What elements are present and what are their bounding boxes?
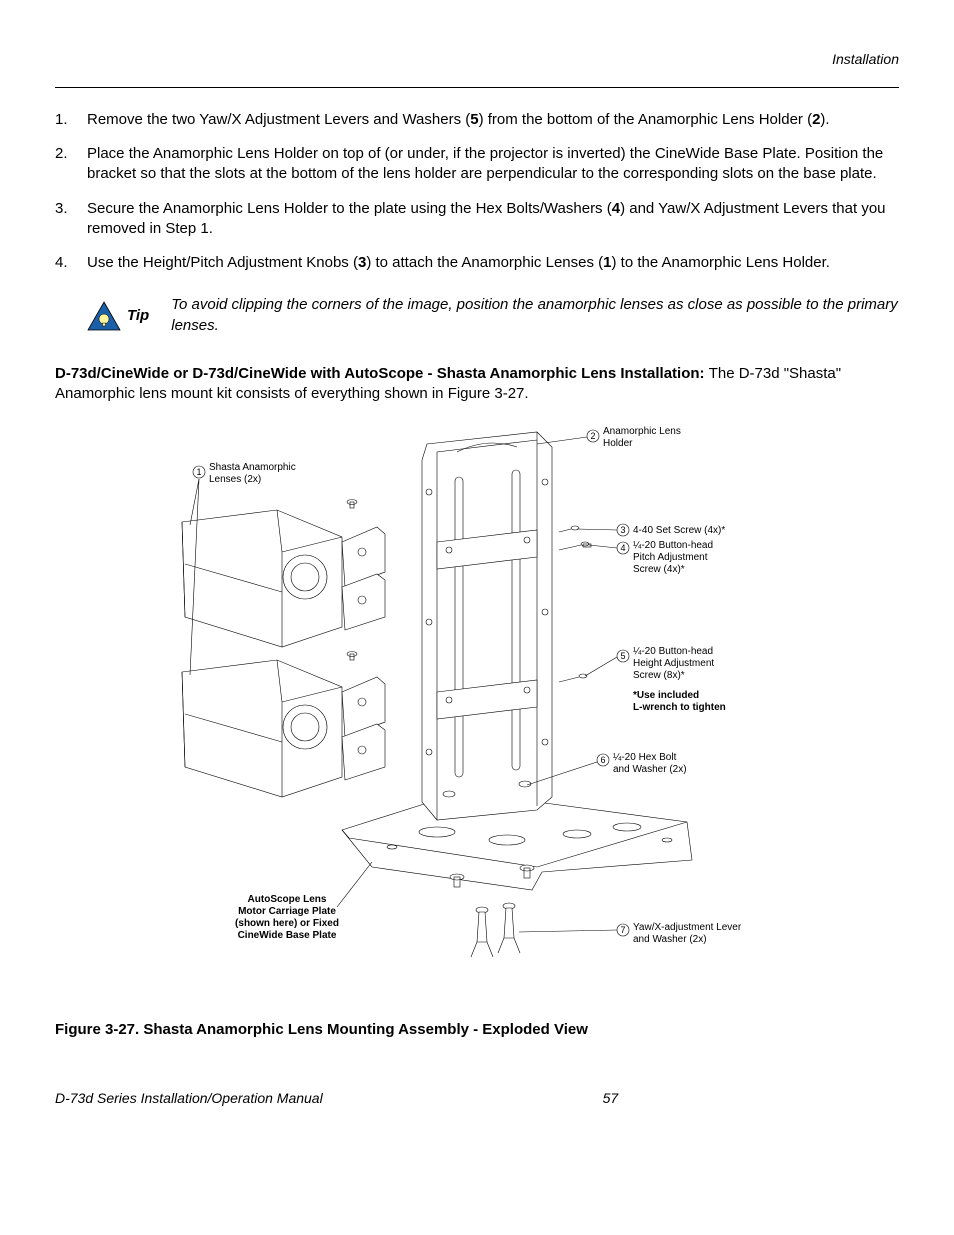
svg-text:Yaw/X-adjustment Lever: Yaw/X-adjustment Lever	[633, 922, 742, 933]
step-2: Place the Anamorphic Lens Holder on top …	[55, 144, 899, 185]
lens-bottom	[182, 652, 385, 798]
callout-5: 5 ¼-20 Button-head Height Adjustment Scr…	[585, 645, 726, 713]
svg-text:7: 7	[620, 925, 625, 935]
intro-title: D-73d/CineWide or D-73d/CineWide with Au…	[55, 365, 709, 382]
svg-text:3: 3	[620, 525, 625, 535]
svg-text:¼-20 Hex Bolt: ¼-20 Hex Bolt	[613, 751, 677, 763]
svg-text:4-40 Set Screw (4x)*: 4-40 Set Screw (4x)*	[633, 525, 725, 536]
header-section-label: Installation	[55, 50, 899, 69]
svg-text:¼-20 Button-head: ¼-20 Button-head	[633, 645, 713, 657]
svg-text:and Washer (2x): and Washer (2x)	[633, 934, 707, 945]
svg-text:6: 6	[600, 755, 605, 765]
step-text: ) to attach the Anamorphic Lenses (	[366, 254, 603, 271]
page-footer: D-73d Series Installation/Operation Manu…	[55, 1089, 899, 1108]
header-rule	[55, 87, 899, 88]
screws-right	[559, 526, 591, 682]
svg-text:L-wrench to tighten: L-wrench to tighten	[633, 702, 726, 713]
svg-text:Motor Carriage Plate: Motor Carriage Plate	[238, 906, 336, 917]
step-text: Remove the two Yaw/X Adjustment Levers a…	[87, 111, 470, 128]
step-1: Remove the two Yaw/X Adjustment Levers a…	[55, 110, 899, 130]
step-text: Place the Anamorphic Lens Holder on top …	[87, 145, 883, 182]
callout-2: 2 Anamorphic Lens Holder	[537, 426, 681, 449]
svg-text:Anamorphic Lens: Anamorphic Lens	[603, 426, 681, 437]
callout-base: AutoScope Lens Motor Carriage Plate (sho…	[235, 862, 372, 941]
svg-text:Holder: Holder	[603, 438, 633, 449]
lens-holder	[422, 432, 552, 820]
svg-text:Screw (8x)*: Screw (8x)*	[633, 670, 685, 681]
footer-page-number: 57	[603, 1089, 619, 1108]
svg-text:Screw (4x)*: Screw (4x)*	[633, 564, 685, 575]
svg-text:¼-20 Button-head: ¼-20 Button-head	[633, 539, 713, 551]
step-text: ) to the Anamorphic Lens Holder.	[611, 254, 829, 271]
svg-text:Height Adjustment: Height Adjustment	[633, 658, 714, 669]
ref-num: 5	[470, 111, 478, 128]
tip-icon: Tip	[87, 301, 149, 331]
svg-text:Shasta Anamorphic: Shasta Anamorphic	[209, 462, 296, 473]
step-text: ).	[820, 111, 829, 128]
step-text: Use the Height/Pitch Adjustment Knobs (	[87, 254, 358, 271]
svg-text:Pitch Adjustment: Pitch Adjustment	[633, 552, 708, 563]
svg-text:CineWide Base Plate: CineWide Base Plate	[238, 930, 337, 941]
svg-text:(shown here) or Fixed: (shown here) or Fixed	[235, 918, 339, 929]
svg-text:4: 4	[620, 543, 625, 553]
svg-text:Lenses (2x): Lenses (2x)	[209, 474, 261, 485]
instruction-steps: Remove the two Yaw/X Adjustment Levers a…	[55, 110, 899, 274]
lens-top	[182, 500, 385, 648]
callout-7: 7 Yaw/X-adjustment Lever and Washer (2x)	[519, 922, 742, 945]
step-3: Secure the Anamorphic Lens Holder to the…	[55, 199, 899, 240]
svg-text:1: 1	[196, 467, 201, 477]
callout-4: 4 ¼-20 Button-head Pitch Adjustment Scre…	[589, 539, 713, 575]
figure-3-27: 1 Shasta Anamorphic Lenses (2x) 2 Anamor…	[55, 422, 899, 992]
tip-label: Tip	[127, 306, 149, 326]
step-text: ) from the bottom of the Anamorphic Lens…	[479, 111, 813, 128]
callout-3: 3 4-40 Set Screw (4x)*	[577, 524, 725, 536]
svg-text:*Use included: *Use included	[633, 690, 699, 701]
section-intro: D-73d/CineWide or D-73d/CineWide with Au…	[55, 364, 899, 405]
footer-manual-name: D-73d Series Installation/Operation Manu…	[55, 1089, 323, 1108]
figure-caption: Figure 3-27. Shasta Anamorphic Lens Moun…	[55, 1020, 899, 1040]
yaw-levers	[471, 903, 520, 957]
ref-num: 4	[612, 200, 620, 217]
svg-text:AutoScope Lens: AutoScope Lens	[248, 894, 327, 905]
tip-block: Tip To avoid clipping the corners of the…	[87, 295, 899, 336]
step-4: Use the Height/Pitch Adjustment Knobs (3…	[55, 253, 899, 273]
tip-text: To avoid clipping the corners of the ima…	[171, 295, 899, 336]
step-text: Secure the Anamorphic Lens Holder to the…	[87, 200, 612, 217]
svg-text:5: 5	[620, 651, 625, 661]
svg-text:and Washer (2x): and Washer (2x)	[613, 764, 687, 775]
svg-text:2: 2	[590, 431, 595, 441]
